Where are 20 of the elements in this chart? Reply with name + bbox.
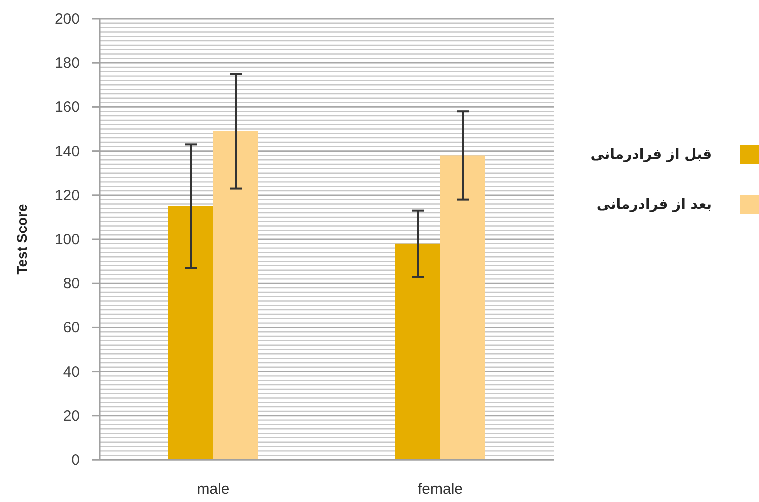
bar — [440, 156, 486, 460]
bar — [168, 206, 214, 460]
y-tick-label: 120 — [54, 187, 80, 204]
legend-label: بعد از فرادرمانی — [596, 197, 712, 213]
y-tick-label: 80 — [63, 276, 80, 293]
y-axis-title: Test Score — [14, 204, 30, 275]
bar — [396, 244, 440, 460]
legend-label: قبل از فرادرمانی — [590, 147, 712, 163]
x-tick-label: male — [197, 481, 230, 498]
y-tick-label: 100 — [54, 232, 80, 248]
y-tick-label: 60 — [63, 320, 80, 337]
bar — [214, 131, 258, 460]
y-tick-label: 200 — [54, 11, 80, 28]
y-tick-label: 40 — [63, 364, 80, 381]
y-tick-label: 160 — [54, 99, 80, 116]
x-tick-label: female — [418, 481, 464, 498]
y-tick-label: 0 — [72, 452, 80, 469]
y-tick-label: 140 — [54, 143, 80, 160]
y-tick-label: 20 — [63, 408, 80, 425]
y-tick-label: 180 — [54, 55, 80, 72]
